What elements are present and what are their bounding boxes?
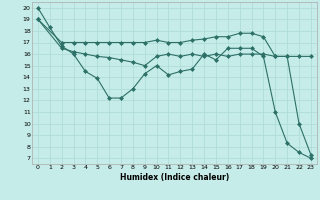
X-axis label: Humidex (Indice chaleur): Humidex (Indice chaleur) [120,173,229,182]
